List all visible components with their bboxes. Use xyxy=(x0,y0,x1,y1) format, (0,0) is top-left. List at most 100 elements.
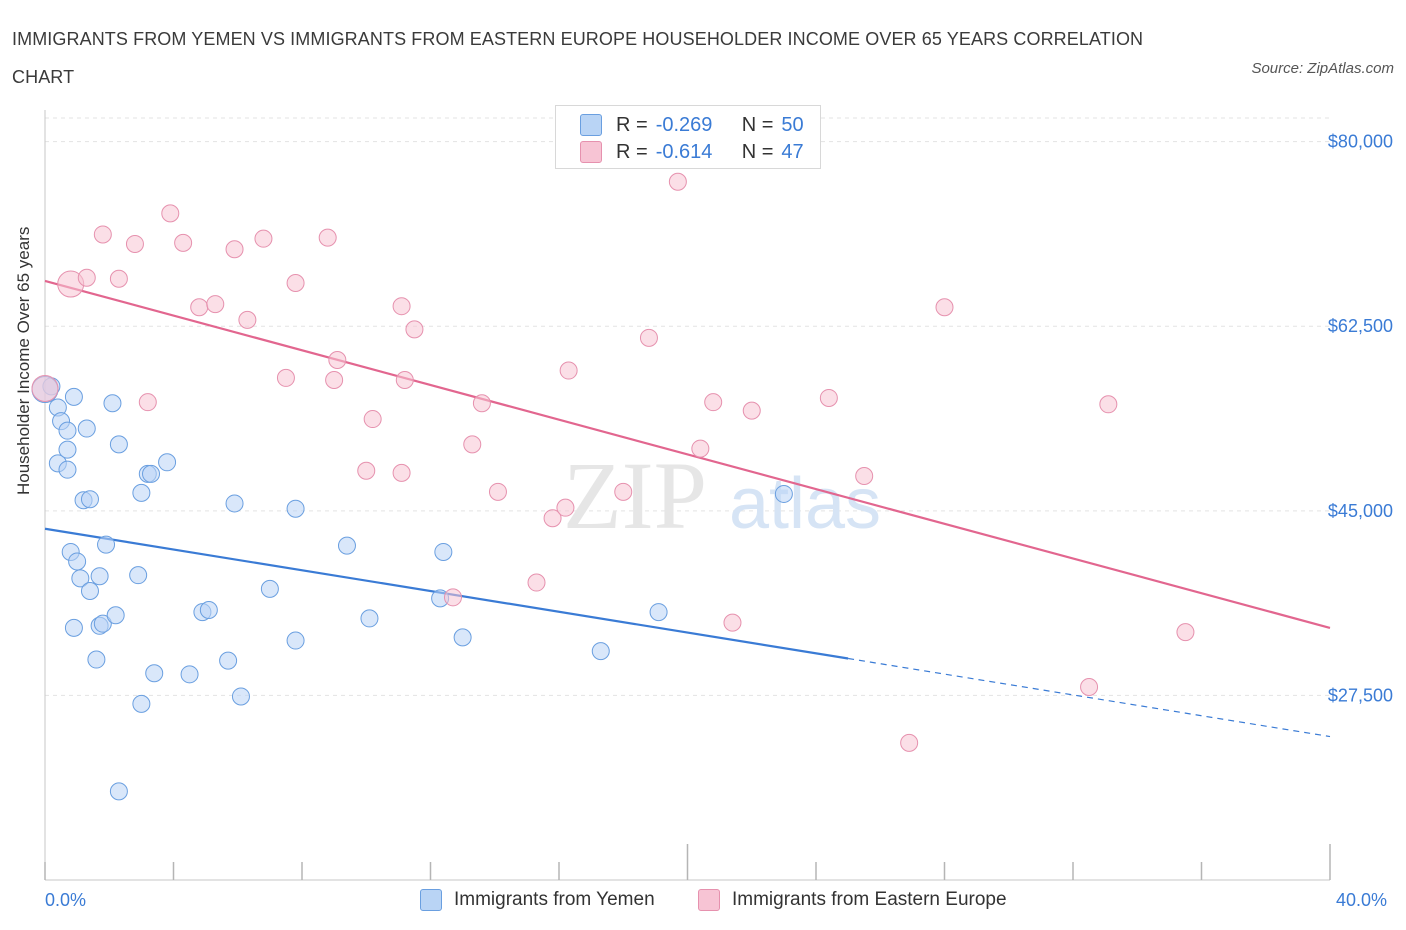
legend-swatch-yemen xyxy=(420,889,442,911)
point-yemen xyxy=(145,664,164,683)
point-yemen xyxy=(453,628,472,647)
legend-swatch-eastern-europe xyxy=(698,889,720,911)
y-axis-label: Householder Income Over 65 years xyxy=(14,226,33,495)
point-eastern-europe xyxy=(855,467,874,486)
point-yemen xyxy=(90,567,109,586)
legend-n-value: 47 xyxy=(781,140,804,163)
point-eastern-europe xyxy=(238,310,257,329)
point-eastern-europe xyxy=(318,228,337,247)
point-eastern-europe xyxy=(668,172,687,191)
point-yemen xyxy=(286,631,305,650)
legend-label-yemen: Immigrants from Yemen xyxy=(454,889,655,910)
point-yemen xyxy=(106,606,125,625)
point-eastern-europe xyxy=(405,320,424,339)
legend-n-label: N = xyxy=(741,113,774,136)
point-yemen xyxy=(103,394,122,413)
y-tick-label: $45,000 xyxy=(1328,501,1393,521)
point-eastern-europe xyxy=(1176,623,1195,642)
chart-title: IMMIGRANTS FROM YEMEN VS IMMIGRANTS FROM… xyxy=(12,29,1144,87)
point-eastern-europe xyxy=(328,350,347,369)
point-eastern-europe xyxy=(543,509,562,528)
point-eastern-europe xyxy=(704,393,723,412)
point-yemen xyxy=(260,579,279,598)
legend-item-yemen[interactable]: Immigrants from Yemen xyxy=(420,889,655,911)
point-eastern-europe xyxy=(443,588,462,607)
point-eastern-europe xyxy=(357,461,376,480)
point-eastern-europe xyxy=(639,328,658,347)
point-eastern-europe xyxy=(463,435,482,454)
point-eastern-europe xyxy=(138,393,157,412)
point-eastern-europe xyxy=(325,371,344,390)
data-points xyxy=(31,172,1195,801)
y-tick-label: $27,500 xyxy=(1328,685,1393,705)
point-eastern-europe xyxy=(614,482,633,501)
y-tick-labels: $27,500 $45,000 $62,500 $80,000 xyxy=(1328,132,1393,706)
point-yemen xyxy=(132,483,151,502)
trend-line-yemen-extension xyxy=(848,657,1331,738)
point-eastern-europe xyxy=(691,439,710,458)
point-yemen xyxy=(649,603,668,622)
point-yemen xyxy=(360,609,379,628)
point-eastern-europe xyxy=(77,268,96,287)
point-eastern-europe xyxy=(488,482,507,501)
series-legend: Immigrants from Yemen Immigrants from Ea… xyxy=(0,889,1406,915)
point-yemen xyxy=(64,618,83,637)
point-eastern-europe xyxy=(935,298,954,317)
legend-r-value: -0.269 xyxy=(655,113,713,136)
legend-r-value: -0.614 xyxy=(655,140,713,163)
point-eastern-europe xyxy=(472,394,491,413)
point-eastern-europe xyxy=(161,204,180,223)
point-yemen xyxy=(337,536,356,555)
point-eastern-europe xyxy=(93,225,112,244)
legend-item-eastern-europe[interactable]: Immigrants from Eastern Europe xyxy=(698,889,1007,911)
point-eastern-europe xyxy=(286,273,305,292)
legend-n-label: N = xyxy=(741,140,774,163)
point-eastern-europe xyxy=(819,388,838,407)
point-eastern-europe xyxy=(723,613,742,632)
point-yemen xyxy=(591,642,610,661)
legend-r-label: R = xyxy=(616,113,648,136)
point-eastern-europe xyxy=(527,573,546,592)
point-eastern-europe xyxy=(254,229,273,248)
legend-row-eastern-europe: R = -0.614 N = 47 xyxy=(580,139,804,165)
trend-line-eastern-europe xyxy=(44,279,1331,629)
point-eastern-europe xyxy=(1099,395,1118,414)
point-yemen xyxy=(142,464,161,483)
point-eastern-europe xyxy=(225,240,244,259)
legend-label-eastern-europe: Immigrants from Eastern Europe xyxy=(732,889,1007,910)
point-eastern-europe xyxy=(125,234,144,253)
grid-lines xyxy=(45,117,1330,696)
watermark: ZIP atlas xyxy=(563,442,881,549)
point-yemen xyxy=(180,665,199,684)
point-yemen xyxy=(231,687,250,706)
x-tick-label-max: 40.0% xyxy=(1336,890,1388,910)
point-eastern-europe xyxy=(392,463,411,482)
point-yemen xyxy=(93,614,112,633)
point-yemen xyxy=(68,552,87,571)
point-eastern-europe xyxy=(395,371,414,390)
point-eastern-europe xyxy=(1080,677,1099,696)
point-yemen xyxy=(71,569,90,588)
y-tick-label: $62,500 xyxy=(1328,316,1393,336)
point-yemen xyxy=(77,419,96,438)
point-eastern-europe xyxy=(900,733,919,752)
point-eastern-europe xyxy=(109,269,128,288)
point-yemen xyxy=(286,499,305,518)
point-yemen xyxy=(109,782,128,801)
point-yemen xyxy=(199,600,218,619)
point-eastern-europe xyxy=(556,498,575,517)
point-yemen xyxy=(87,650,106,669)
y-tick-label: $80,000 xyxy=(1328,132,1393,152)
axes xyxy=(44,110,1331,881)
point-yemen xyxy=(219,651,238,670)
point-yemen xyxy=(109,435,128,454)
point-eastern-europe xyxy=(392,297,411,316)
point-yemen xyxy=(58,440,77,459)
point-yemen xyxy=(58,421,77,440)
point-eastern-europe xyxy=(31,374,59,402)
point-yemen xyxy=(129,566,148,585)
point-eastern-europe xyxy=(206,295,225,314)
watermark-zip: ZIP xyxy=(563,442,707,549)
point-yemen xyxy=(64,387,83,406)
